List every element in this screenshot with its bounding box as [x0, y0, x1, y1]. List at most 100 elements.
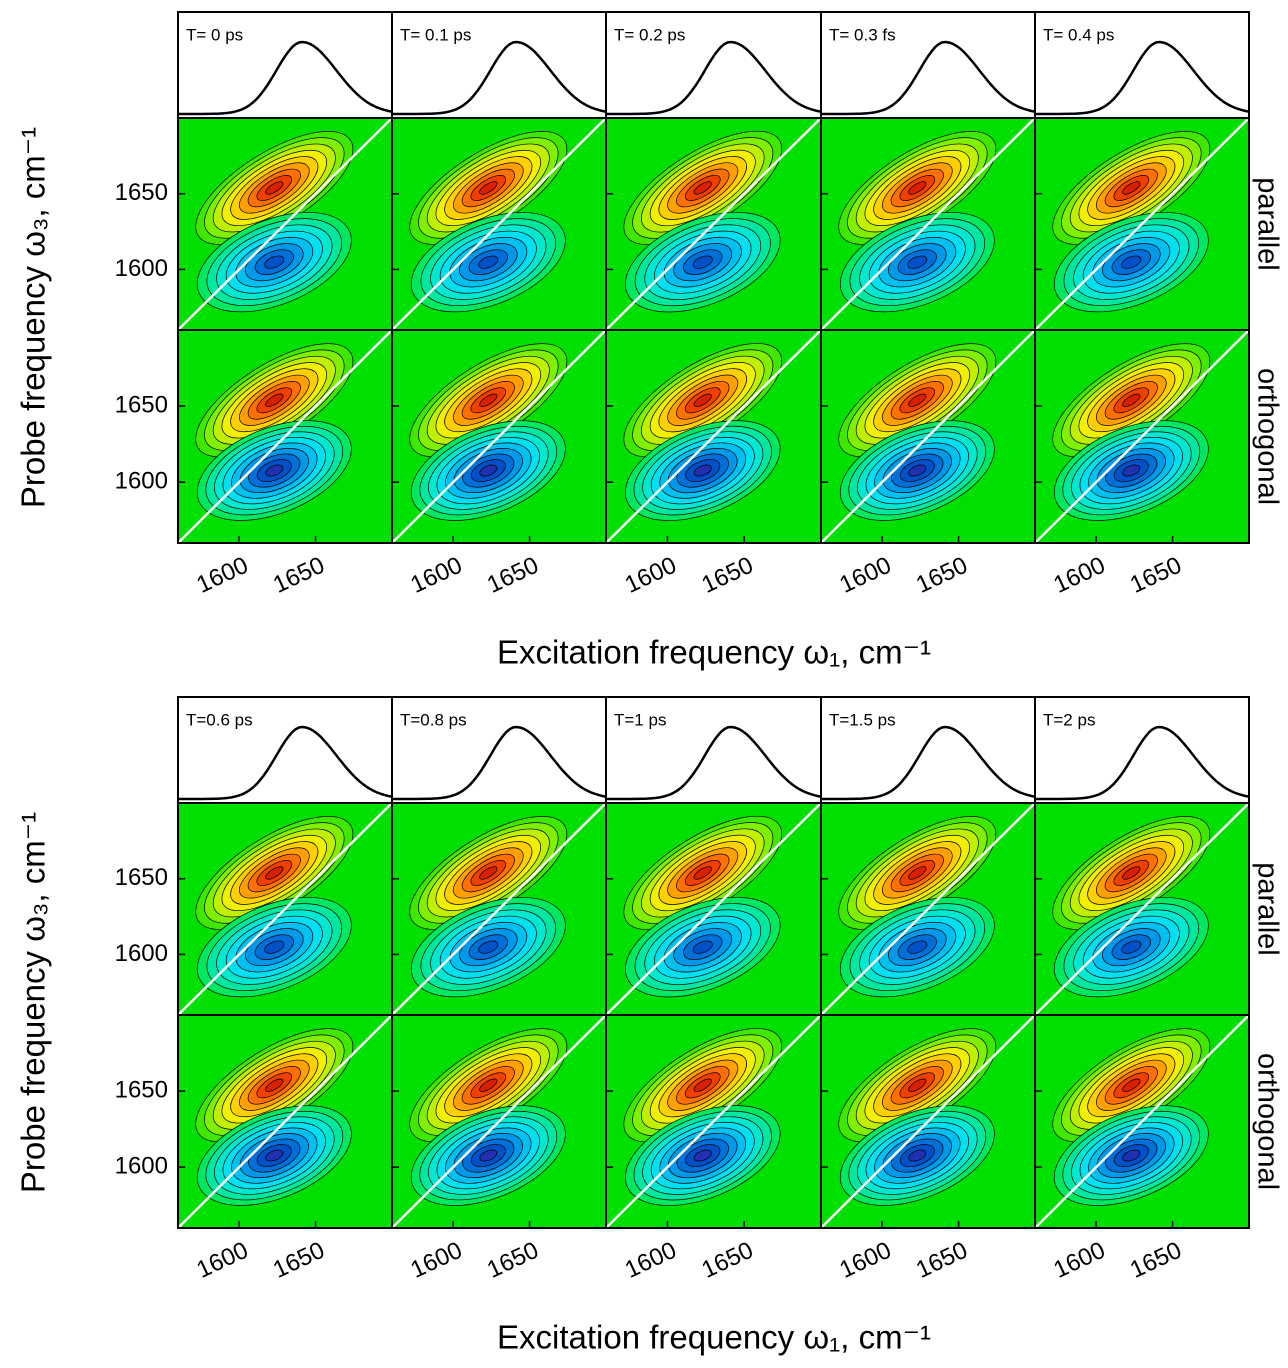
contour [479, 393, 498, 407]
diagonal [392, 118, 606, 330]
x-tick-label: 1650 [698, 552, 758, 599]
contour [1121, 255, 1142, 269]
contour-map [178, 330, 392, 543]
spectrum-frame [820, 696, 1036, 804]
y-tick-label: 1650 [115, 391, 168, 418]
panel-title: T=1 ps [614, 710, 666, 729]
contour [693, 464, 712, 477]
diagonal [1035, 803, 1249, 1015]
diagonal [821, 118, 1035, 330]
x-tick-label: 1600 [1050, 552, 1110, 599]
diagonal [821, 803, 1035, 1015]
contour [265, 1149, 284, 1162]
y-tick-label: 1600 [115, 467, 168, 494]
panel-title: T= 0.4 ps [1043, 25, 1114, 44]
contour [479, 181, 498, 195]
contour [908, 464, 927, 477]
spectrum-curve [606, 40, 822, 116]
x-tick-label: 1650 [912, 552, 972, 599]
y-tick-label: 1650 [115, 1076, 168, 1103]
contour [1122, 464, 1141, 477]
panel-title: T= 0.1 ps [400, 25, 471, 44]
diagonal [392, 803, 606, 1015]
spectrum-curve [821, 40, 1036, 116]
contour [907, 255, 928, 269]
contour [1121, 940, 1142, 954]
contour-map [1035, 1015, 1249, 1228]
contour [908, 1078, 927, 1092]
spectrum-curve [178, 40, 393, 116]
contour-map [821, 330, 1035, 543]
contour [264, 940, 285, 954]
contour [478, 255, 499, 269]
spectrum-curve [178, 725, 393, 801]
x-tick-label: 1650 [269, 1237, 329, 1284]
y-axis-label: Probe frequency ω₃, cm⁻¹ [15, 127, 52, 508]
x-axis-label: Excitation frequency ω₁, cm⁻¹ [497, 1319, 931, 1356]
spectrum-frame [1034, 696, 1250, 804]
panel-title: T= 0.2 ps [614, 25, 685, 44]
contour [907, 940, 928, 954]
contour [265, 866, 284, 880]
spectrum-frame [820, 11, 1036, 119]
y-tick-label: 1600 [115, 255, 168, 282]
diagonal [606, 330, 821, 543]
x-tick-label: 1600 [407, 1237, 467, 1284]
x-tick-label: 1650 [483, 1237, 543, 1284]
contour-map [606, 330, 821, 543]
panel-title: T=0.6 ps [186, 710, 253, 729]
contour [265, 464, 284, 477]
contour [265, 181, 284, 195]
x-tick-label: 1600 [193, 1237, 253, 1284]
contour-map [178, 803, 392, 1015]
contour-map [392, 803, 606, 1015]
contour-map [178, 1015, 392, 1228]
spectrum-frame [177, 696, 393, 804]
contour [908, 181, 927, 195]
row-label: orthogonal [1251, 1053, 1283, 1190]
row-label: parallel [1251, 177, 1283, 271]
x-tick-label: 1650 [1126, 1237, 1186, 1284]
contour [1122, 181, 1141, 195]
spectrum-curve [1035, 40, 1250, 116]
contour [693, 866, 712, 880]
spectrum-curve [821, 725, 1036, 801]
diagonal [178, 803, 392, 1015]
panel-title: T=0.8 ps [400, 710, 467, 729]
x-tick-label: 1600 [1050, 1237, 1110, 1284]
y-tick-label: 1650 [115, 179, 168, 206]
x-tick-label: 1600 [407, 552, 467, 599]
contour [693, 1078, 712, 1092]
contour [479, 1149, 498, 1162]
x-tick-label: 1600 [621, 1237, 681, 1284]
contour [478, 940, 499, 954]
x-tick-label: 1600 [621, 552, 681, 599]
diagonal [178, 330, 392, 543]
contour [1122, 1078, 1141, 1092]
panel-title: T=2 ps [1043, 710, 1095, 729]
diagonal [1035, 118, 1249, 330]
x-axis-label: Excitation frequency ω₁, cm⁻¹ [497, 634, 931, 671]
diagonal [178, 1015, 392, 1228]
contour [479, 866, 498, 880]
contour [908, 866, 927, 880]
diagonal [1035, 1015, 1249, 1228]
diagonal [821, 330, 1035, 543]
spectrum-curve [392, 725, 607, 801]
contour-map [606, 118, 821, 330]
y-tick-label: 1600 [115, 1152, 168, 1179]
x-tick-label: 1650 [698, 1237, 758, 1284]
contour-map [392, 330, 606, 543]
spectrum-frame [1034, 11, 1250, 119]
spectrum-curve [606, 725, 822, 801]
y-tick-label: 1600 [115, 940, 168, 967]
contour [692, 940, 713, 954]
contour [693, 181, 712, 195]
diagonal [606, 1015, 821, 1228]
contour [479, 1078, 498, 1092]
contour [264, 255, 285, 269]
x-tick-label: 1650 [912, 1237, 972, 1284]
panel-frame [1034, 329, 1250, 544]
row-label: parallel [1251, 862, 1283, 956]
